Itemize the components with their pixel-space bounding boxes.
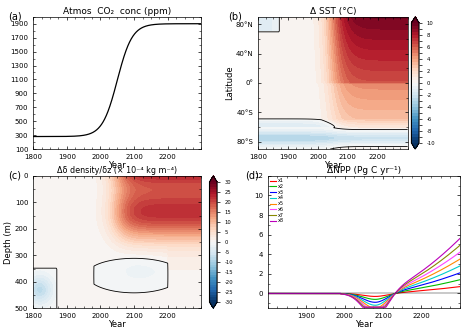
x5	[343, 292, 348, 296]
Line: x5: x5	[268, 259, 460, 307]
Title: ΔNPP (Pg C yr⁻¹): ΔNPP (Pg C yr⁻¹)	[327, 166, 401, 175]
Text: (b): (b)	[228, 11, 242, 21]
x4	[373, 303, 378, 307]
x1	[415, 289, 420, 293]
Title: Δδ density/δz (× 10⁻⁴ kg m⁻⁴): Δδ density/δz (× 10⁻⁴ kg m⁻⁴)	[57, 166, 177, 175]
x6	[343, 292, 348, 296]
Line: x3: x3	[268, 273, 460, 302]
x3	[265, 291, 271, 295]
x8	[343, 293, 348, 297]
PathPatch shape	[411, 143, 419, 149]
Y-axis label: Depth (m): Depth (m)	[4, 220, 13, 264]
x7	[349, 295, 355, 299]
x2	[419, 286, 424, 290]
x5	[415, 279, 420, 283]
x5	[349, 294, 355, 298]
PathPatch shape	[210, 176, 217, 182]
x4	[349, 293, 355, 297]
x8	[419, 270, 424, 274]
x8	[349, 295, 355, 299]
x1	[373, 294, 378, 298]
x6	[364, 305, 370, 309]
PathPatch shape	[411, 17, 419, 23]
x2	[265, 291, 271, 295]
PathPatch shape	[210, 302, 217, 308]
x1	[265, 291, 271, 295]
x2	[284, 291, 290, 295]
x8	[415, 272, 420, 276]
x6	[397, 287, 403, 291]
Line: x1: x1	[268, 287, 460, 296]
x7	[457, 244, 463, 248]
x3	[419, 283, 424, 287]
x1	[419, 289, 424, 293]
x1	[457, 285, 463, 289]
x5	[419, 278, 424, 282]
X-axis label: Year: Year	[355, 321, 373, 329]
x4	[415, 282, 420, 286]
Text: (a): (a)	[8, 11, 21, 21]
x7	[284, 291, 290, 295]
x4	[343, 292, 348, 296]
x4	[284, 291, 290, 295]
Title: Δ SST (°C): Δ SST (°C)	[310, 7, 356, 16]
Text: (c): (c)	[8, 171, 21, 181]
x4	[457, 264, 463, 268]
x5	[457, 257, 463, 261]
x7	[415, 274, 420, 278]
x8	[265, 291, 271, 295]
x7	[419, 272, 424, 276]
x6	[265, 291, 271, 295]
x5	[368, 305, 374, 309]
x8	[360, 305, 365, 309]
x7	[343, 292, 348, 296]
x3	[373, 300, 378, 304]
x8	[457, 237, 463, 241]
x5	[265, 291, 271, 295]
Y-axis label: Latitude: Latitude	[225, 66, 234, 100]
x4	[419, 280, 424, 284]
Line: x7: x7	[268, 246, 460, 307]
Title: Atmos  CO₂  conc (ppm): Atmos CO₂ conc (ppm)	[63, 7, 172, 16]
x7	[265, 291, 271, 295]
x3	[284, 291, 290, 295]
x2	[343, 292, 348, 296]
x3	[343, 292, 348, 296]
x2	[415, 287, 420, 291]
X-axis label: Year: Year	[324, 161, 342, 170]
x4	[265, 291, 271, 295]
x7	[362, 305, 367, 309]
x3	[349, 293, 355, 297]
x5	[397, 288, 403, 292]
Line: x4: x4	[268, 266, 460, 305]
Line: x6: x6	[268, 252, 460, 307]
x5	[284, 291, 290, 295]
Line: x8: x8	[268, 239, 460, 307]
Legend: x1, x2, x3, x4, x5, x6, x7, x8: x1, x2, x3, x4, x5, x6, x7, x8	[270, 178, 283, 223]
x6	[457, 250, 463, 254]
X-axis label: Year: Year	[109, 161, 126, 170]
x3	[397, 289, 403, 293]
x1	[284, 291, 290, 295]
x2	[349, 292, 355, 296]
x3	[415, 284, 420, 288]
x8	[397, 286, 403, 290]
x6	[419, 275, 424, 279]
x1	[397, 291, 403, 295]
x6	[415, 277, 420, 281]
x1	[343, 292, 348, 296]
x8	[284, 291, 290, 295]
Text: (d): (d)	[245, 171, 258, 181]
Line: x2: x2	[268, 280, 460, 299]
x1	[349, 292, 355, 296]
x4	[397, 289, 403, 293]
x2	[457, 278, 463, 282]
x6	[349, 294, 355, 298]
x6	[284, 291, 290, 295]
x3	[457, 271, 463, 275]
x7	[397, 287, 403, 291]
x2	[373, 297, 378, 302]
x2	[397, 290, 403, 294]
X-axis label: Year: Year	[109, 321, 126, 329]
